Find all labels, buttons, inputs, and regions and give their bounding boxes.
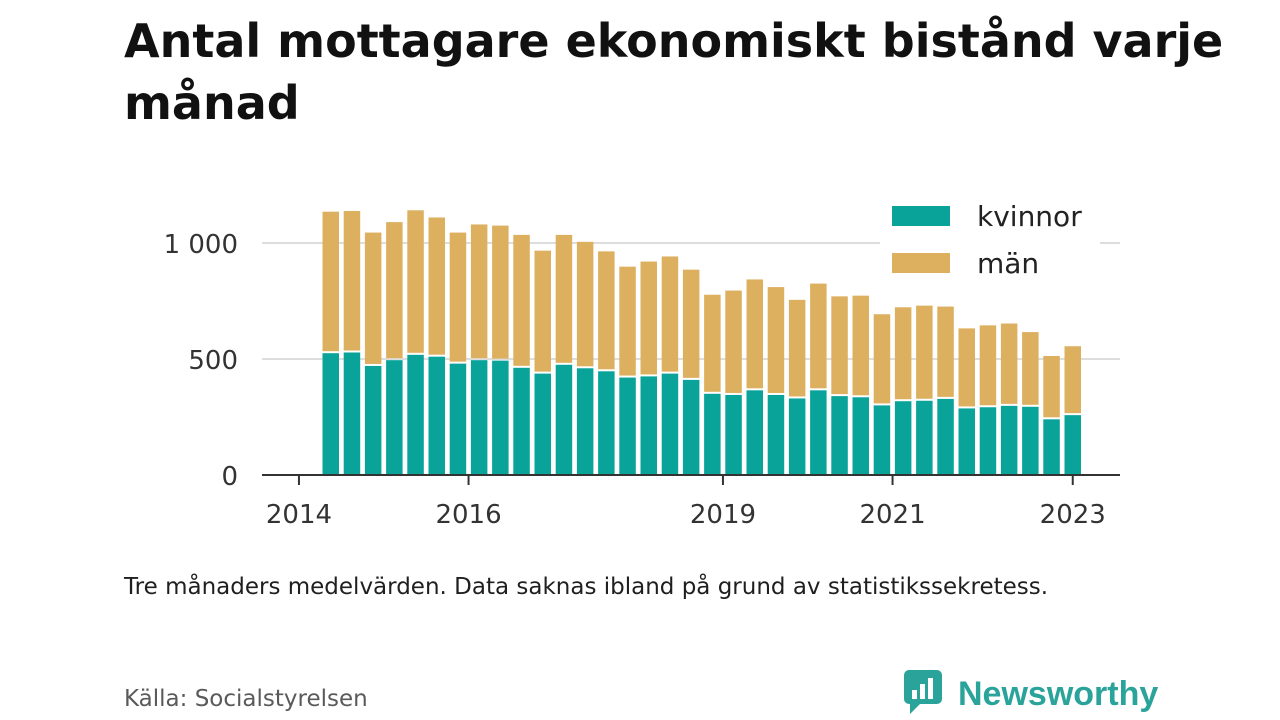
bar-man	[1043, 355, 1060, 418]
chart-note: Tre månaders medelvärden. Data saknas ib…	[124, 574, 1049, 600]
bar-man	[852, 295, 869, 396]
bar-kvinnor	[873, 405, 891, 475]
bar-man	[810, 283, 827, 389]
bar-man	[322, 211, 339, 352]
bar-kvinnor	[958, 408, 975, 475]
y-tick-label: 500	[188, 346, 238, 376]
bar-kvinnor	[364, 365, 382, 475]
bar-kvinnor	[640, 376, 657, 475]
bar-man	[407, 210, 424, 353]
source-text: Källa: Socialstyrelsen	[124, 686, 368, 712]
bar-man	[449, 232, 467, 362]
legend-label-kvinnor: kvinnor	[977, 200, 1082, 233]
bar-man	[788, 299, 806, 397]
bar-kvinnor	[576, 368, 594, 475]
x-tick-label: 2014	[266, 500, 332, 530]
bar-man	[513, 234, 530, 366]
bar-man	[1000, 323, 1018, 404]
bar-man	[661, 256, 679, 372]
chart-title: Antal mottagare ekonomiskt bistånd varje…	[124, 14, 1224, 130]
x-tick-label: 2019	[690, 500, 756, 530]
bar-kvinnor	[619, 377, 636, 475]
bar-man	[937, 306, 954, 397]
bar-kvinnor	[322, 353, 339, 475]
bar-kvinnor	[1064, 415, 1081, 475]
bar-man	[704, 294, 721, 392]
bar-kvinnor	[746, 390, 763, 475]
bar-kvinnor	[555, 364, 573, 475]
bar-kvinnor	[725, 394, 742, 475]
legend-swatch-kvinnor	[892, 206, 950, 226]
y-tick-label: 0	[221, 462, 238, 492]
y-tick-label: 1 000	[164, 230, 238, 260]
bar-kvinnor	[937, 398, 954, 475]
bar-kvinnor	[704, 393, 721, 475]
bar-man	[576, 241, 594, 367]
bar-man	[470, 224, 488, 359]
bar-kvinnor	[916, 400, 933, 475]
bar-man	[619, 266, 636, 376]
bar-kvinnor	[428, 356, 445, 475]
bar-man	[386, 222, 403, 359]
bar-man	[364, 232, 382, 364]
bar-man	[916, 305, 933, 399]
bar-kvinnor	[470, 360, 488, 475]
bar-man	[831, 296, 848, 395]
bar-kvinnor	[534, 373, 551, 475]
bar-kvinnor	[407, 354, 424, 475]
bar-kvinnor	[598, 371, 615, 475]
bar-man	[682, 269, 700, 378]
bar-kvinnor	[1000, 405, 1018, 475]
bar-kvinnor	[894, 401, 912, 475]
bar-kvinnor	[979, 407, 997, 475]
bar-man	[746, 279, 763, 389]
bar-kvinnor	[661, 373, 679, 475]
bar-man	[534, 250, 551, 372]
bars	[322, 210, 1081, 475]
bar-man	[979, 325, 997, 406]
bar-kvinnor	[1043, 419, 1060, 475]
bar-man	[598, 251, 615, 370]
bar-man	[725, 290, 742, 393]
brand-name: Newsworthy	[958, 674, 1159, 713]
legend-label-man: män	[977, 247, 1039, 280]
bar-man	[894, 307, 912, 400]
bar-kvinnor	[343, 352, 361, 475]
bar-man	[555, 234, 573, 363]
newsworthy-logo-icon	[902, 668, 946, 720]
legend-swatch-man	[892, 253, 950, 273]
x-axis-ticks: 2014 2016 2019 2021 2023	[266, 475, 1106, 530]
bar-man	[492, 225, 509, 359]
bar-man	[343, 210, 361, 351]
x-tick-label: 2021	[859, 500, 925, 530]
bar-kvinnor	[1022, 406, 1039, 475]
bar-kvinnor	[810, 390, 827, 475]
bar-man	[1022, 332, 1039, 405]
bar-kvinnor	[852, 397, 869, 475]
bar-man	[640, 261, 657, 375]
bar-man	[428, 217, 445, 355]
x-tick-label: 2016	[435, 500, 501, 530]
bar-kvinnor	[767, 394, 785, 475]
bar-man	[1064, 346, 1081, 414]
bar-kvinnor	[386, 360, 403, 475]
bar-man	[767, 287, 785, 393]
bar-kvinnor	[831, 396, 848, 475]
bar-man	[958, 328, 975, 407]
bar-kvinnor	[682, 379, 700, 475]
bar-man	[873, 314, 891, 404]
bar-kvinnor	[513, 367, 530, 475]
brand-logo[interactable]: Newsworthy	[902, 670, 1158, 718]
bar-kvinnor	[492, 360, 509, 475]
x-tick-label: 2023	[1040, 500, 1106, 530]
y-axis-ticks: 0 500 1 000	[164, 230, 238, 492]
bar-kvinnor	[788, 398, 806, 475]
bar-kvinnor	[449, 363, 467, 475]
legend: kvinnor män	[880, 196, 1100, 282]
